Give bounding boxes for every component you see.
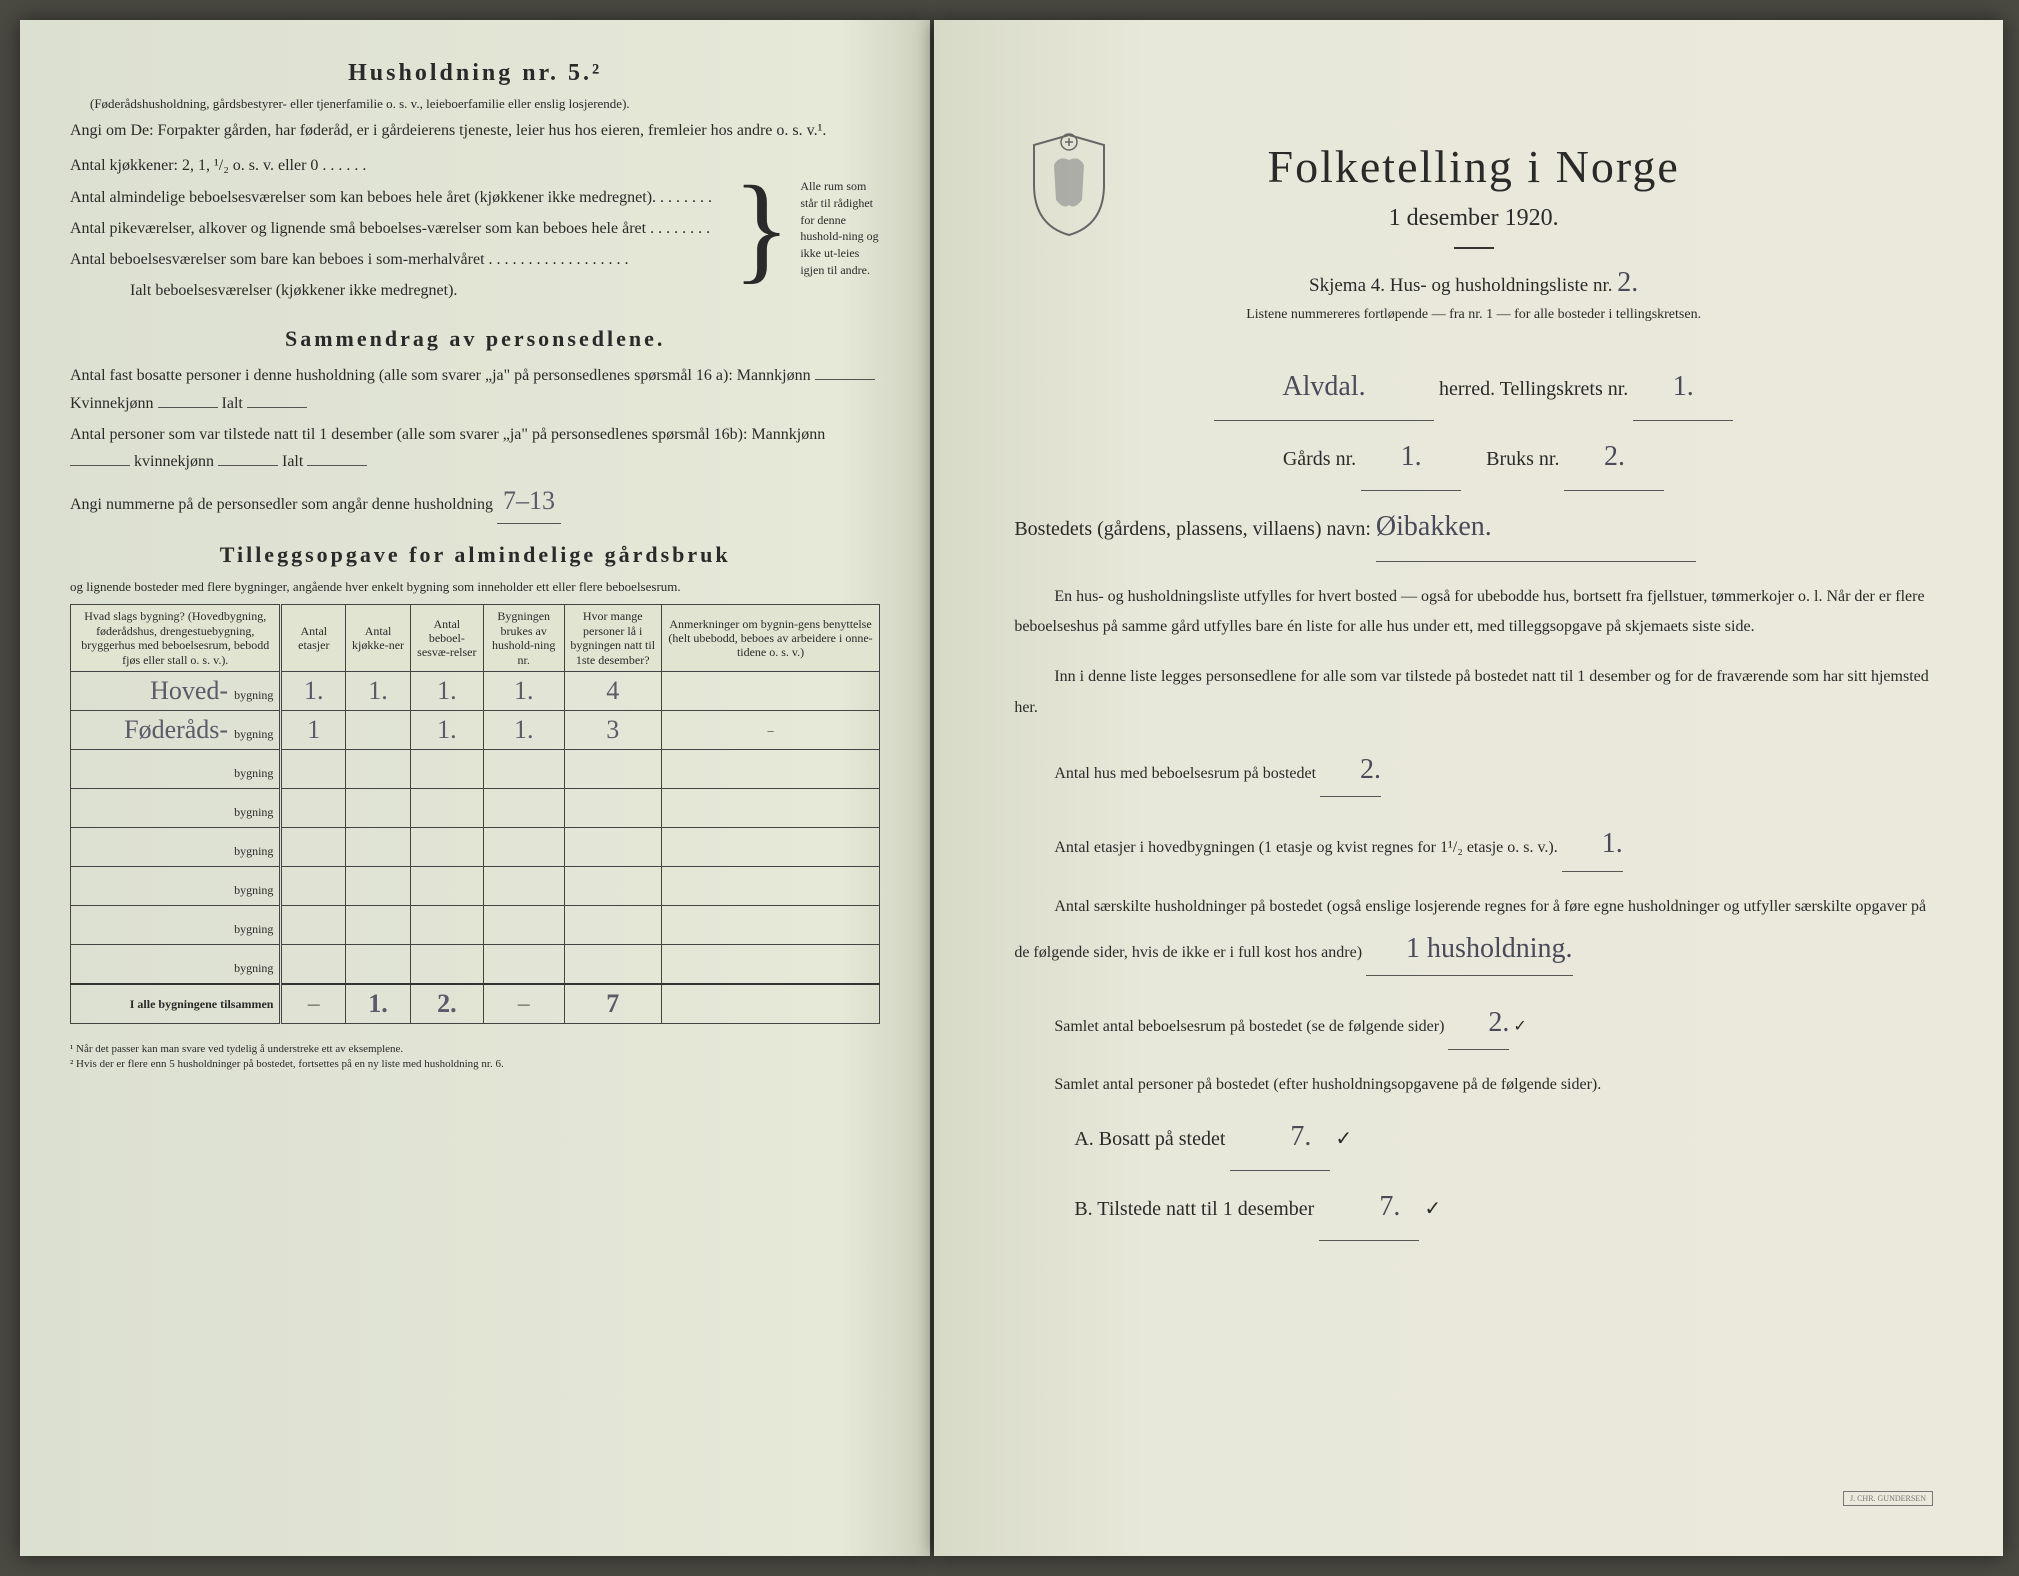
tillegg-title: Tilleggsopgave for almindelige gårdsbruk bbox=[70, 542, 880, 568]
table-row: bygning bbox=[71, 906, 880, 945]
gards-row: Gårds nr. 1. Bruks nr. 2. bbox=[1014, 423, 1933, 491]
th-personer: Hvor mange personer lå i bygningen natt … bbox=[564, 605, 661, 672]
bruks-label: Bruks nr. bbox=[1486, 448, 1559, 470]
q-pers: Samlet antal personer på bostedet (efter… bbox=[1014, 1070, 1933, 1100]
q-hush: Antal særskilte husholdninger på bostede… bbox=[1014, 892, 1933, 977]
para-2: Inn i denne liste legges personsedlene f… bbox=[1014, 662, 1933, 723]
total-c6: 7 bbox=[564, 984, 661, 1024]
summary-title: Sammendrag av personsedlene. bbox=[70, 326, 880, 352]
q-b: B. Tilstede natt til 1 desember 7. ✓ bbox=[1014, 1173, 1933, 1241]
herred-label: herred. Tellingskrets nr. bbox=[1439, 378, 1628, 400]
table-row: bygning bbox=[71, 828, 880, 867]
title-rule bbox=[1454, 247, 1494, 249]
sedler-hw: 7–13 bbox=[497, 486, 561, 515]
summary-line-2: Antal personer som var tilstede natt til… bbox=[70, 421, 880, 475]
q-hus: Antal hus med beboelsesrum på bostedet 2… bbox=[1014, 743, 1933, 797]
bruks-nr: 2. bbox=[1604, 441, 1625, 472]
alm-line: Antal almindelige beboelsesværelser som … bbox=[70, 184, 723, 211]
skjema-nr: 2. bbox=[1617, 267, 1638, 298]
th-brukes: Bygningen brukes av hushold-ning nr. bbox=[483, 605, 564, 672]
herred-hw: Alvdal. bbox=[1282, 371, 1365, 402]
footnote-2: ² Hvis der er flere enn 5 husholdninger … bbox=[70, 1057, 880, 1072]
th-etasjer: Antal etasjer bbox=[281, 605, 346, 672]
summary-l2b: kvinnekjønn bbox=[134, 453, 214, 470]
buildings-table: Hvad slags bygning? (Hovedbygning, føder… bbox=[70, 604, 880, 1024]
table-row: bygning bbox=[71, 867, 880, 906]
total-c4: 2. bbox=[410, 984, 483, 1024]
footnote-1: ¹ Når det passer kan man svare ved tydel… bbox=[70, 1042, 880, 1057]
household-title: Husholdning nr. 5.² bbox=[70, 60, 880, 87]
summary-l1b: Kvinnekjønn bbox=[70, 395, 154, 412]
q-rum-label: Samlet antal beboelsesrum på bostedet (s… bbox=[1054, 1018, 1444, 1035]
q-etasjer-label: Antal etasjer i hovedbygningen (1 etasje… bbox=[1054, 839, 1557, 856]
summary-l1a: Antal fast bosatte personer i denne hush… bbox=[70, 367, 811, 384]
bosted-row: Bostedets (gårdens, plassens, villaens) … bbox=[1014, 493, 1933, 561]
bosted-label: Bostedets (gårdens, plassens, villaens) … bbox=[1014, 518, 1371, 540]
gards-nr: 1. bbox=[1401, 441, 1422, 472]
angi-text: Angi om De: Forpakter gården, har føderå… bbox=[70, 117, 880, 144]
rooms-block: Antal kjøkkener: 2, 1, ¹/₂ o. s. v. elle… bbox=[70, 148, 880, 308]
herred-row: Alvdal. herred. Tellingskrets nr. 1. bbox=[1014, 353, 1933, 421]
skjema-line: Skjema 4. Hus- og husholdningsliste nr. … bbox=[1014, 267, 1933, 299]
pike-line: Antal pikeværelser, alkover og lignende … bbox=[70, 215, 723, 242]
document-spread: Husholdning nr. 5.² (Føderådshusholdning… bbox=[20, 20, 1999, 1556]
table-row: bygning bbox=[71, 789, 880, 828]
total-c2: — bbox=[281, 984, 346, 1024]
table-row: Hoved-bygning1.1.1.1.4 bbox=[71, 672, 880, 711]
footnotes: ¹ Når det passer kan man svare ved tydel… bbox=[70, 1042, 880, 1073]
skjema-label: Skjema 4. Hus- og husholdningsliste nr. bbox=[1309, 275, 1612, 296]
table-row: bygning bbox=[71, 750, 880, 789]
census-date: 1 desember 1920. bbox=[1014, 205, 1933, 232]
q-hus-label: Antal hus med beboelsesrum på bostedet bbox=[1054, 765, 1316, 782]
q-b-hw: 7. bbox=[1379, 1191, 1400, 1222]
q-hus-hw: 2. bbox=[1360, 754, 1381, 785]
q-a-hw: 7. bbox=[1290, 1121, 1311, 1152]
summary-l3: Angi nummerne på de personsedler som ang… bbox=[70, 496, 493, 513]
total-c3: 1. bbox=[346, 984, 411, 1024]
brace-icon: } bbox=[733, 168, 791, 288]
total-label: I alle bygningene tilsammen bbox=[71, 984, 281, 1024]
table-row: bygning bbox=[71, 945, 880, 985]
para-1: En hus- og husholdningsliste utfylles fo… bbox=[1014, 582, 1933, 643]
left-page: Husholdning nr. 5.² (Føderådshusholdning… bbox=[20, 20, 930, 1556]
summary-l2c: Ialt bbox=[282, 453, 303, 470]
q-a: A. Bosatt på stedet 7. ✓ bbox=[1014, 1103, 1933, 1171]
summary-line-1: Antal fast bosatte personer i denne hush… bbox=[70, 362, 880, 416]
th-anm: Anmerkninger om bygnin-gens benyttelse (… bbox=[661, 605, 880, 672]
census-title: Folketelling i Norge bbox=[1014, 140, 1933, 193]
q-etasjer-hw: 1. bbox=[1602, 828, 1623, 859]
sommer-line: Antal beboelsesværelser som bare kan beb… bbox=[70, 246, 723, 273]
total-c7 bbox=[661, 984, 880, 1024]
bosted-hw: Øibakken. bbox=[1376, 511, 1492, 542]
right-page: Folketelling i Norge 1 desember 1920. Sk… bbox=[934, 20, 2003, 1556]
gards-label: Gårds nr. bbox=[1283, 448, 1356, 470]
printer-stamp: J. CHR. GUNDERSEN bbox=[1843, 1491, 1933, 1506]
th-bygning: Hvad slags bygning? (Hovedbygning, føder… bbox=[71, 605, 281, 672]
summary-l1c: Ialt bbox=[222, 395, 243, 412]
kjokken-line: Antal kjøkkener: 2, 1, ¹/₂ o. s. v. elle… bbox=[70, 152, 723, 179]
th-beboel: Antal beboel-sesvæ-relser bbox=[410, 605, 483, 672]
household-subnote: (Føderådshusholdning, gårdsbestyrer- ell… bbox=[70, 95, 880, 113]
q-hush-hw: 1 husholdning. bbox=[1406, 933, 1572, 964]
summary-line-3: Angi nummerne på de personsedler som ang… bbox=[70, 479, 880, 524]
q-rum-hw: 2. bbox=[1488, 1007, 1509, 1038]
krets-nr: 1. bbox=[1673, 371, 1694, 402]
th-kjokken: Antal kjøkke-ner bbox=[346, 605, 411, 672]
q-b-label: B. Tilstede natt til 1 desember bbox=[1074, 1198, 1314, 1220]
q-etasjer: Antal etasjer i hovedbygningen (1 etasje… bbox=[1014, 817, 1933, 871]
ialt-line: Ialt beboelsesværelser (kjøkkener ikke m… bbox=[70, 277, 723, 304]
brace-text: Alle rum som står til rådighet for denne… bbox=[800, 178, 880, 279]
coat-of-arms-icon bbox=[1024, 130, 1114, 240]
tillegg-sub: og lignende bosteder med flere bygninger… bbox=[70, 578, 880, 596]
table-row: Føderåds-bygning11.1.3– bbox=[71, 711, 880, 750]
q-rum: Samlet antal beboelsesrum på bostedet (s… bbox=[1014, 996, 1933, 1050]
list-note: Listene nummereres fortløpende — fra nr.… bbox=[1014, 307, 1933, 323]
total-c5: — bbox=[483, 984, 564, 1024]
summary-l2a: Antal personer som var tilstede natt til… bbox=[70, 426, 825, 443]
q-a-label: A. Bosatt på stedet bbox=[1074, 1128, 1225, 1150]
